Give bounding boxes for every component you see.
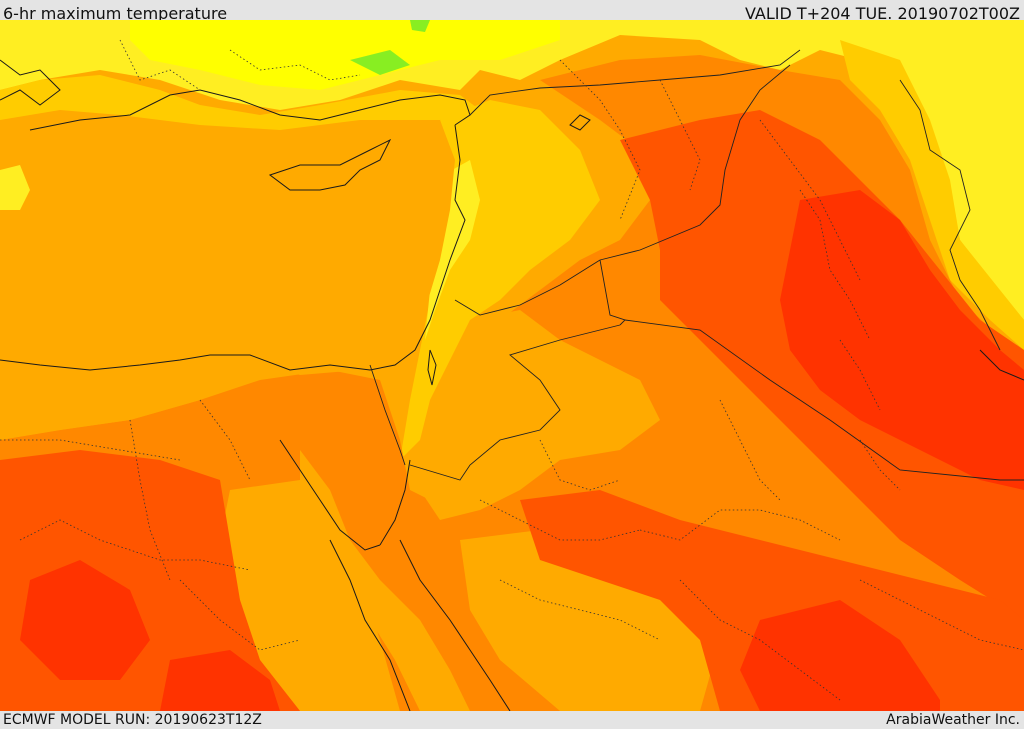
border-egypt-israel <box>369 364 406 466</box>
border-syria-jordan <box>454 259 601 316</box>
credit-label: ArabiaWeather Inc. <box>886 712 1020 728</box>
coast-gulf-suez <box>279 439 381 551</box>
valid-time-label: VALID T+204 TUE. 20190702T00Z <box>744 4 1020 23</box>
field-orange-light-blob-2 <box>220 480 400 711</box>
coast-lake-tuz <box>569 114 591 131</box>
field-green-patch-2 <box>410 20 430 32</box>
border-iraq-iran <box>899 79 1001 351</box>
border-turkey-syria <box>469 49 801 116</box>
province-borders <box>0 39 1024 701</box>
coast-gulf-top <box>979 349 1024 381</box>
field-green-patch <box>350 50 410 75</box>
coastlines <box>0 59 1024 711</box>
border-jordan-iraq <box>599 259 626 326</box>
model-run-label: ECMWF MODEL RUN: 20190623T12Z <box>3 712 262 728</box>
coast-red-sea-east <box>399 539 511 711</box>
temperature-field-svg <box>0 20 1024 711</box>
coast-levant <box>0 124 466 371</box>
field-mediterranean <box>0 115 455 375</box>
field-orange-light-blob-4 <box>0 350 260 440</box>
field-orange-light-blob-1 <box>420 310 660 520</box>
map-footer: ECMWF MODEL RUN: 20190623T12Z ArabiaWeat… <box>0 711 1024 729</box>
field-red-egypt-blob-2 <box>160 650 280 711</box>
field-yellow-orange-northeast <box>840 40 1024 350</box>
field-red-egypt-blob <box>20 560 150 680</box>
border-iraq-saudi <box>624 319 1024 481</box>
field-levant-yellow <box>400 100 600 460</box>
field-red-iraq <box>780 190 1024 490</box>
border-syria-iraq <box>599 64 791 261</box>
coast-aegean <box>0 59 61 106</box>
coast-red-sea-west <box>329 539 411 711</box>
border-jordan-saudi <box>409 324 621 481</box>
field-orange-anatolia <box>0 75 480 130</box>
coast-turkey-south <box>29 89 471 131</box>
field-yellow-west-coast <box>0 165 30 210</box>
field-red-sea <box>300 450 470 711</box>
coast-gulf-aqaba <box>379 459 411 546</box>
map-title: 6-hr maximum temperature <box>3 4 228 23</box>
map-header: 6-hr maximum temperature VALID T+204 TUE… <box>0 0 1024 23</box>
temperature-map[interactable] <box>0 20 1024 711</box>
country-borders <box>369 49 1024 481</box>
coast-cyprus <box>268 138 392 191</box>
field-yellow-bright-north <box>130 20 560 90</box>
coast-dead-sea <box>427 349 437 386</box>
field-red-south-blob <box>740 600 940 711</box>
